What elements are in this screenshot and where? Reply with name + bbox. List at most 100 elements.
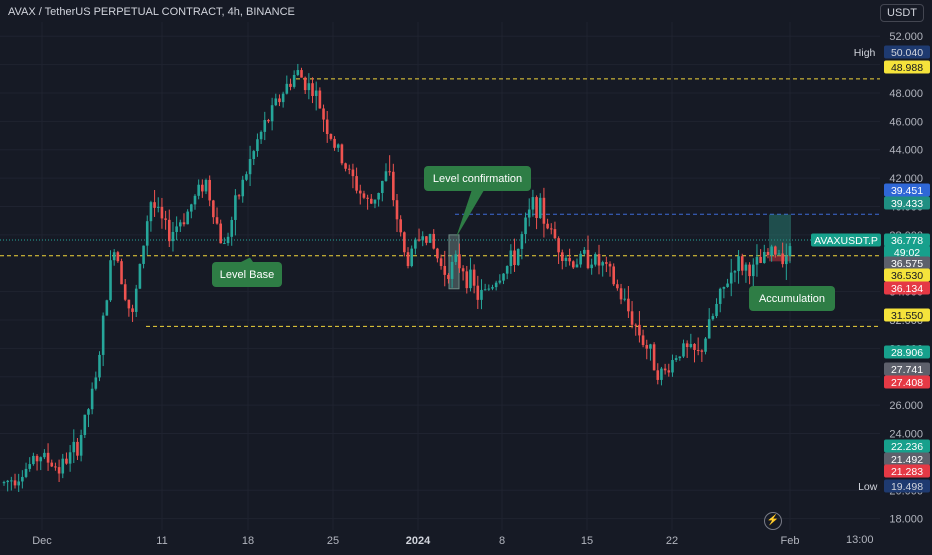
level-22236-value: 22.236: [891, 441, 923, 453]
candle-body: [208, 179, 211, 201]
callout-pointer: [456, 191, 484, 238]
level-36575-bg: [884, 256, 930, 270]
candle-body: [318, 90, 322, 109]
level-base-callout[interactable]: Level Base: [212, 257, 282, 287]
candle-body: [494, 282, 498, 288]
candle-body: [46, 452, 50, 463]
level-31550-value: 31.550: [891, 310, 923, 322]
candle-body: [414, 239, 417, 249]
candle-body: [94, 377, 98, 389]
level-48988-value: 48.988: [891, 62, 923, 74]
candle-body: [325, 119, 329, 135]
level-36134-bg: [884, 281, 930, 295]
candle-body: [700, 350, 704, 352]
candle-body: [627, 298, 630, 312]
candle-body: [87, 409, 90, 415]
candle-body: [597, 254, 601, 266]
y-tick-label: 26.000: [889, 400, 923, 412]
y-tick-label: 18.000: [889, 514, 923, 526]
low-label-prefix: Low: [858, 481, 878, 493]
candle-body: [32, 455, 35, 465]
candle-body: [175, 226, 178, 232]
candle-body: [373, 199, 377, 204]
candle-body: [579, 253, 582, 265]
candle-body: [259, 131, 263, 140]
candle-body: [190, 204, 193, 212]
candle-body: [28, 464, 32, 469]
candle-body: [186, 211, 189, 225]
candle-body: [674, 358, 678, 361]
candle-body: [403, 232, 406, 253]
candle-body: [682, 343, 685, 357]
candle-body: [748, 264, 751, 277]
x-tick-label: 25: [327, 535, 339, 547]
level-28906-value: 28.906: [891, 347, 923, 359]
candle-body: [267, 120, 270, 122]
y-tick-label: 42.000: [889, 173, 923, 185]
candle-body: [406, 252, 410, 267]
candle-body: [594, 254, 597, 265]
candle-body: [531, 197, 535, 210]
countdown: 49:02: [884, 245, 930, 259]
candle-body: [178, 222, 182, 227]
x-tick-label: Dec: [32, 535, 52, 547]
candle-body: [535, 197, 538, 219]
level-28906: 28.906: [884, 345, 930, 359]
candle-body: [314, 90, 318, 97]
lightning-icon[interactable]: ⚡: [764, 512, 782, 530]
candle-body: [788, 246, 792, 257]
candle-body: [505, 266, 509, 274]
candle-body: [123, 284, 127, 300]
level-confirmation-callout[interactable]: Level confirmation: [424, 166, 531, 238]
candle-body: [79, 434, 83, 456]
candle-body: [193, 195, 197, 205]
x-tick-label: 11: [156, 535, 167, 547]
candle-body: [256, 139, 259, 152]
x-tick-label: 15: [581, 535, 593, 547]
candle-body: [696, 349, 700, 351]
candle-body: [733, 271, 737, 273]
level-31550-bg: [884, 308, 930, 322]
accumulation-callout[interactable]: Accumulation: [749, 286, 835, 311]
candle-body: [428, 233, 432, 243]
candle-body: [355, 176, 358, 191]
candle-body: [443, 265, 447, 275]
candle-body: [509, 250, 513, 267]
candle-body: [553, 229, 557, 239]
candle-body: [652, 344, 656, 371]
candle-body: [542, 197, 546, 224]
callout-box: [424, 166, 531, 191]
candle-body: [483, 289, 487, 291]
candle-body: [248, 159, 252, 175]
candle-body: [160, 206, 164, 219]
low-label-value: 19.498: [891, 481, 923, 493]
x-tick-label: 22: [666, 535, 678, 547]
candle-body: [667, 370, 671, 373]
level-39451: 39.451: [884, 183, 930, 197]
high-label-bg: [884, 45, 930, 59]
candle-body: [17, 481, 20, 486]
level-21492-bg: [884, 452, 930, 466]
candle-body: [10, 480, 13, 482]
candle-body: [605, 262, 608, 264]
candle-body: [432, 233, 436, 249]
candle-body: [226, 236, 230, 244]
candle-body: [638, 324, 641, 336]
candle-body: [219, 223, 223, 244]
currency-button[interactable]: USDT: [880, 4, 924, 22]
level-36134-value: 36.134: [891, 283, 923, 295]
candle-body: [201, 184, 204, 192]
candle-body: [726, 283, 729, 287]
candle-body: [454, 254, 458, 262]
candle-body: [307, 83, 311, 91]
candle-body: [439, 258, 443, 266]
candle-body: [90, 388, 94, 410]
candle-body: [678, 356, 682, 359]
candle-body: [344, 163, 347, 169]
candle-body: [685, 343, 689, 348]
x-tick-label: 8: [499, 535, 505, 547]
candle-body: [329, 134, 333, 139]
candle-body: [549, 228, 553, 230]
